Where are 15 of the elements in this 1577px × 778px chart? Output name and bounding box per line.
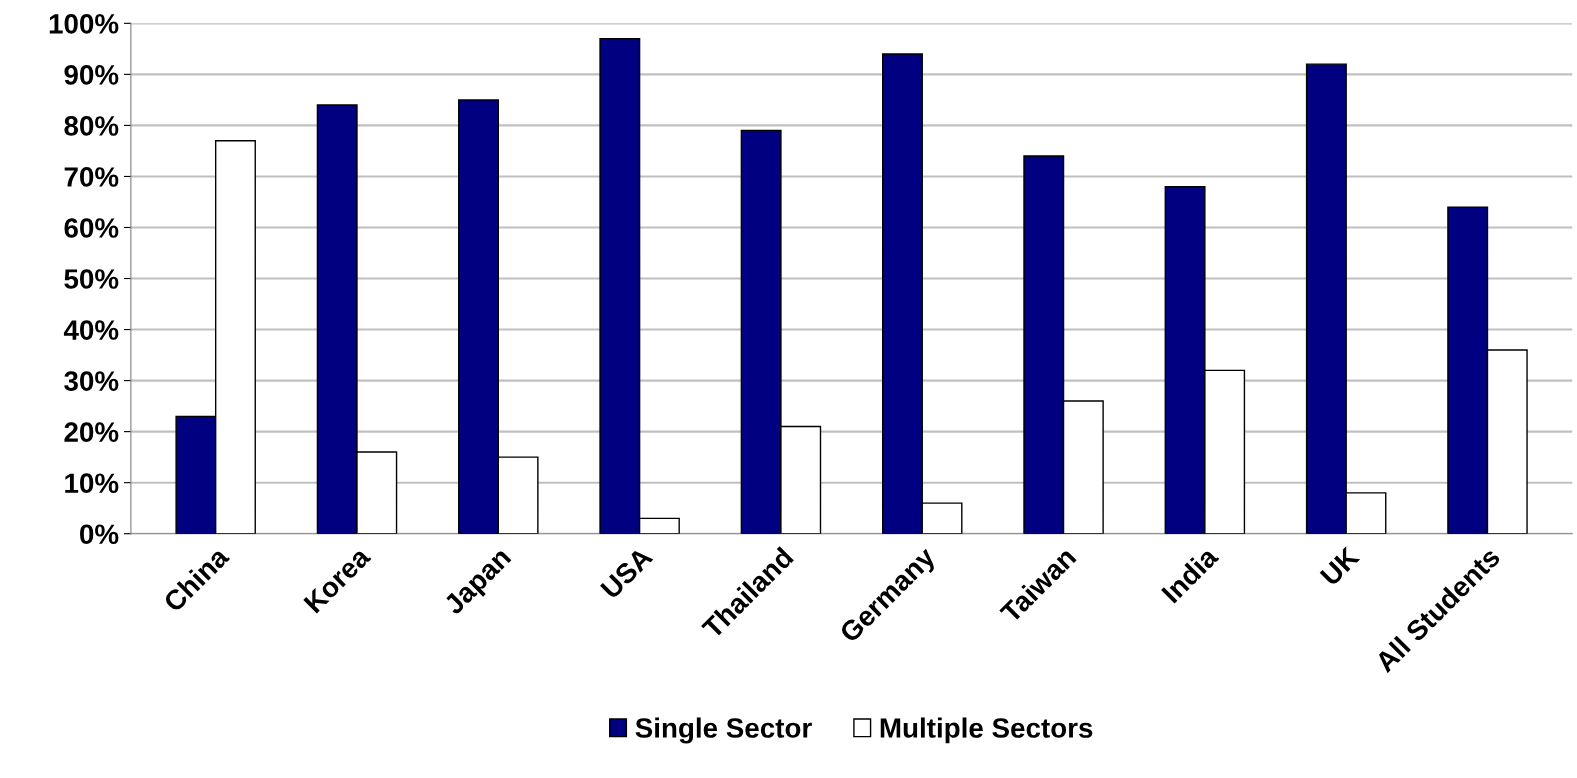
y-tick-label: 0% bbox=[80, 524, 119, 545]
y-tick-label: 20% bbox=[64, 422, 119, 442]
y-tick-label: 70% bbox=[64, 167, 119, 187]
legend-label: Single Sector bbox=[635, 717, 812, 744]
y-tick-label: 30% bbox=[64, 371, 119, 391]
y-tick-label: 80% bbox=[64, 116, 119, 136]
y-tick-label: 90% bbox=[64, 65, 119, 85]
y-tick-label: 40% bbox=[63, 320, 119, 340]
legend-label: Multiple Sectors bbox=[880, 717, 1093, 744]
y-tick-label: 50% bbox=[64, 269, 119, 289]
x-tick-label: UK bbox=[1319, 545, 1361, 587]
y-tick-label: 10% bbox=[65, 473, 119, 494]
x-tick-label: USA bbox=[599, 545, 654, 600]
y-tick-label: 60% bbox=[64, 218, 119, 238]
y-tick-label: 100% bbox=[49, 14, 119, 34]
